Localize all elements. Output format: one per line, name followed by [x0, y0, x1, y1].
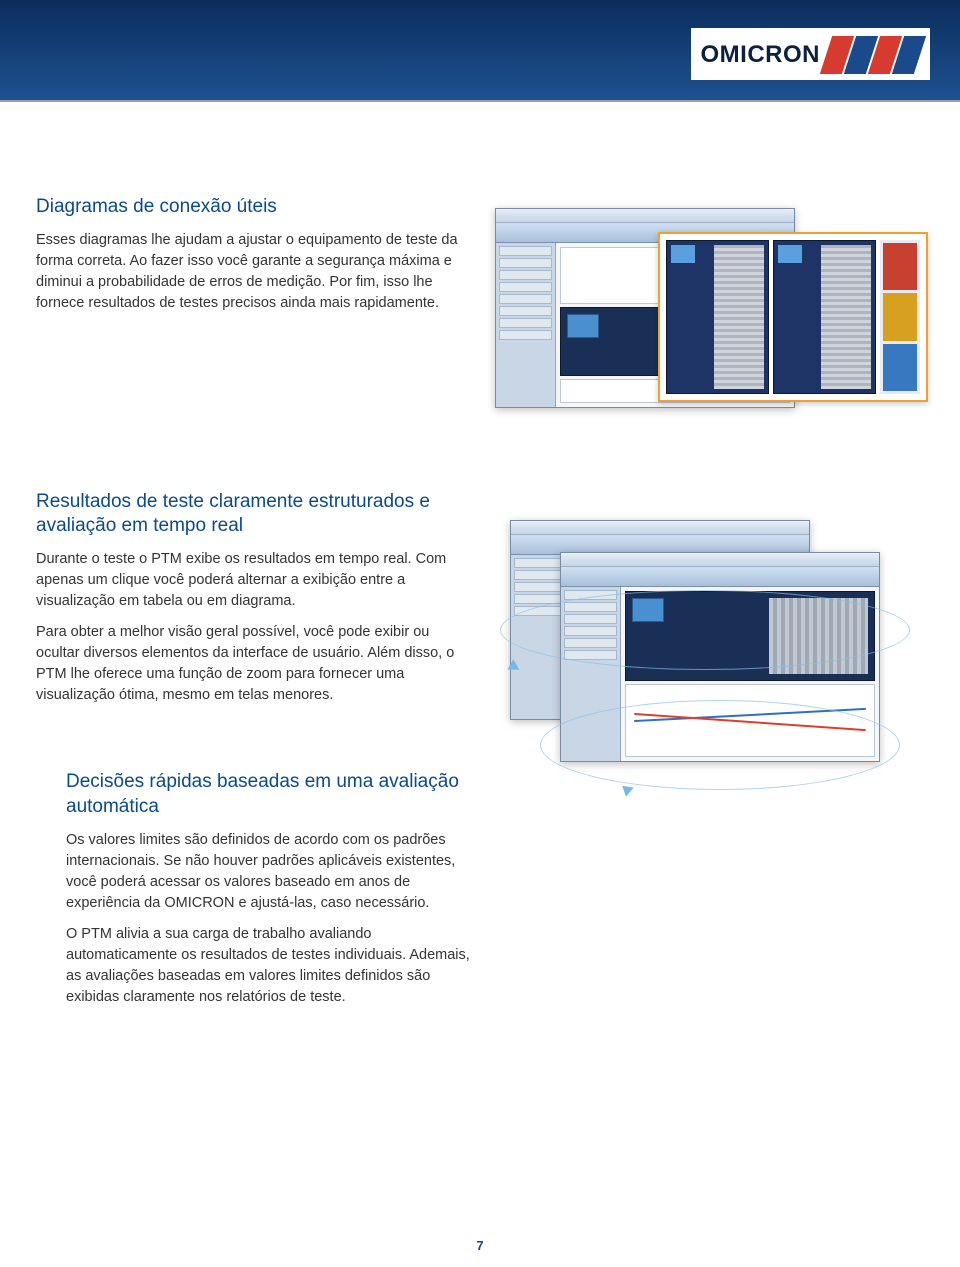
screenshot-body — [561, 587, 879, 761]
sidebar-row — [499, 282, 552, 292]
screenshot-toolbar — [561, 567, 879, 587]
screenshot-sidebar — [561, 587, 621, 761]
section-3-body: Os valores limites são definidos de acor… — [66, 830, 476, 1008]
sidebar-row — [564, 626, 617, 636]
section-2: Resultados de teste claramente estrutura… — [36, 490, 476, 706]
screenshot-titlebar — [561, 553, 879, 567]
sidebar-row — [499, 306, 552, 316]
sidebar-row — [499, 258, 552, 268]
section-3-title: Decisões rápidas baseadas em uma avaliaç… — [66, 770, 476, 819]
section-3-para-2: O PTM alivia a sua carga de trabalho ava… — [66, 924, 476, 1008]
section-2-body: Durante o teste o PTM exibe os resultado… — [36, 549, 476, 706]
connection-diagram-callout — [658, 232, 928, 402]
sidebar-row — [499, 318, 552, 328]
sidebar-row — [499, 330, 552, 340]
sidebar-row — [564, 638, 617, 648]
sidebar-row — [499, 246, 552, 256]
callout-device-back — [773, 240, 876, 394]
brand-name: OMICRON — [701, 41, 821, 69]
sidebar-row — [564, 602, 617, 612]
content-column: Diagramas de conexão úteis Esses diagram… — [36, 195, 476, 1056]
screenshot-titlebar — [511, 521, 809, 535]
section-2-para-2: Para obter a melhor visão geral possível… — [36, 622, 476, 706]
section-2-title: Resultados de teste claramente estrutura… — [36, 490, 476, 539]
sidebar-row — [564, 650, 617, 660]
callout-device-front — [666, 240, 769, 394]
screenshot-device-panel — [625, 591, 875, 681]
section-1-body: Esses diagramas lhe ajudam a ajustar o e… — [36, 230, 476, 314]
port-red — [883, 243, 917, 290]
zoom-arrowhead-2 — [618, 781, 633, 797]
section-3: Decisões rápidas baseadas em uma avaliaç… — [36, 770, 476, 1008]
brand-logo: OMICRON — [691, 28, 931, 80]
sidebar-row — [564, 614, 617, 624]
section-1-title: Diagramas de conexão úteis — [36, 195, 476, 220]
sidebar-row — [564, 590, 617, 600]
port-yellow — [883, 293, 917, 340]
section-2-para-1: Durante o teste o PTM exibe os resultado… — [36, 549, 476, 612]
screenshot-sidebar — [496, 243, 556, 407]
screenshot-results-front — [560, 552, 880, 762]
port-blue — [883, 344, 917, 391]
section-1-para-1: Esses diagramas lhe ajudam a ajustar o e… — [36, 230, 476, 314]
sidebar-row — [499, 294, 552, 304]
section-1: Diagramas de conexão úteis Esses diagram… — [36, 195, 476, 314]
sidebar-row — [499, 270, 552, 280]
screenshot-chart-panel — [625, 684, 875, 757]
page-number: 7 — [476, 1238, 483, 1253]
brand-logo-shapes — [826, 36, 920, 74]
screenshot-titlebar — [496, 209, 794, 223]
callout-ports — [880, 240, 920, 394]
section-3-para-1: Os valores limites são definidos de acor… — [66, 830, 476, 914]
screenshot-main — [621, 587, 879, 761]
